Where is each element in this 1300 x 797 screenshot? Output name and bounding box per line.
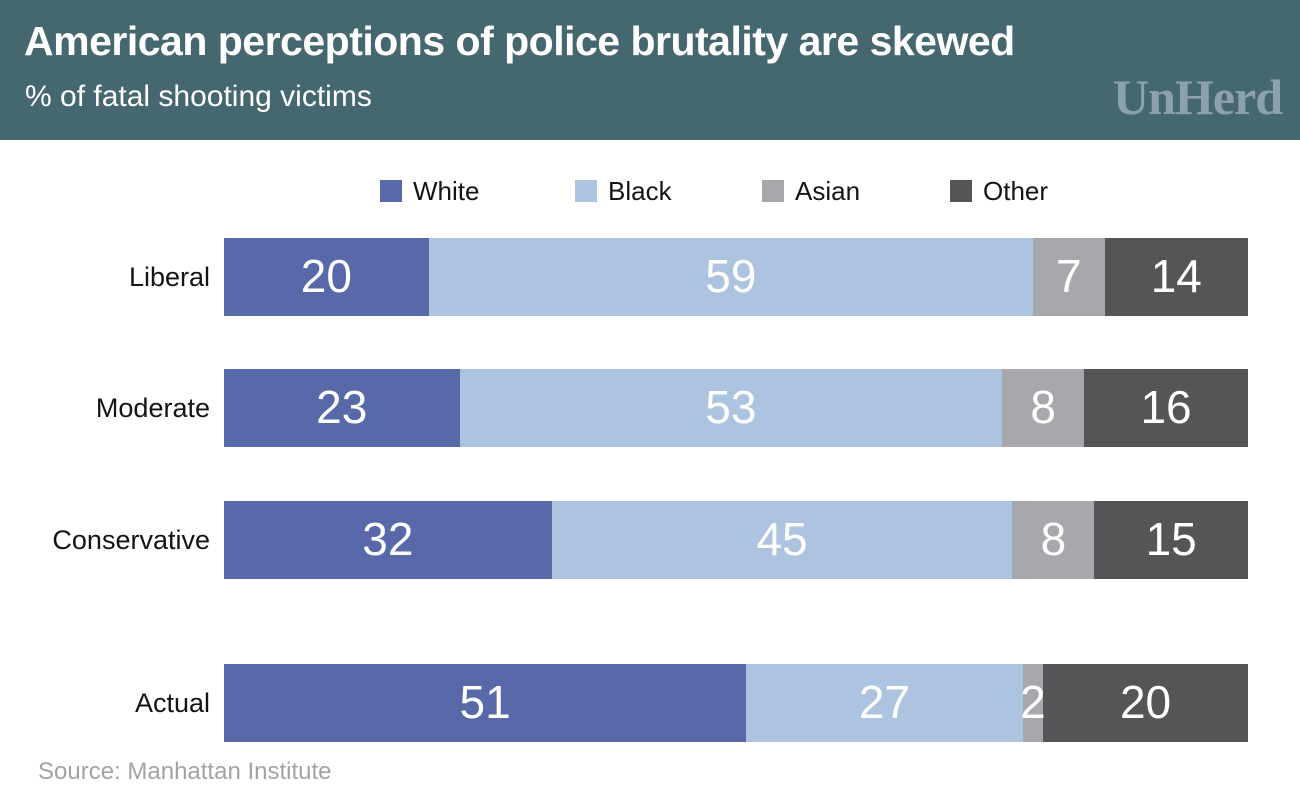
bar-segment-asian: 8 <box>1002 369 1085 447</box>
segment-value: 14 <box>1150 250 1202 303</box>
chart-legend: White Black Asian Other <box>0 178 1300 208</box>
source-attribution: Source: Manhattan Institute <box>38 758 332 785</box>
unherd-logo: UnHerd <box>1113 69 1283 125</box>
bar-segment-other: 14 <box>1104 238 1248 316</box>
bar-segment-black: 53 <box>459 369 1003 447</box>
bar-segment-asian: 2 <box>1020 664 1046 742</box>
segment-value: 59 <box>705 250 757 303</box>
bar-segment-black: 45 <box>551 501 1013 579</box>
segment-value: 8 <box>1040 513 1067 566</box>
bar-segment-other: 20 <box>1043 664 1248 742</box>
bar-segment-other: 16 <box>1084 369 1248 447</box>
bar-segment-white: 32 <box>224 501 552 579</box>
segment-value: 45 <box>756 513 808 566</box>
chart-title: American perceptions of police brutality… <box>24 18 1015 64</box>
bar-segment-asian: 8 <box>1012 501 1095 579</box>
chart-header: American perceptions of police brutality… <box>0 0 1300 140</box>
stacked-bar: 51 27 2 20 <box>224 664 1248 742</box>
legend-item-white: White <box>380 178 479 204</box>
segment-value: 16 <box>1140 381 1192 434</box>
segment-value: 15 <box>1145 513 1197 566</box>
legend-swatch-asian <box>762 180 784 202</box>
bar-segment-black: 27 <box>746 664 1023 742</box>
category-label: Liberal <box>128 261 210 292</box>
bar-row-moderate: Moderate 23 53 8 16 <box>0 369 1300 447</box>
bar-segment-other: 15 <box>1094 501 1248 579</box>
legend-swatch-black <box>575 180 597 202</box>
segment-value: 32 <box>362 513 414 566</box>
segment-value: 20 <box>300 250 352 303</box>
segment-value: 23 <box>316 381 368 434</box>
segment-value: 7 <box>1055 250 1082 303</box>
bar-segment-white: 20 <box>224 238 429 316</box>
legend-label: Black <box>608 176 672 206</box>
bar-row-conservative: Conservative 32 45 8 15 <box>0 501 1300 579</box>
segment-value: 20 <box>1119 676 1172 729</box>
legend-swatch-white <box>380 180 402 202</box>
legend-swatch-other <box>950 180 972 202</box>
legend-label: White <box>413 176 480 206</box>
bar-segment-white: 23 <box>224 369 460 447</box>
chart-subtitle: % of fatal shooting victims <box>25 80 372 113</box>
segment-value: 8 <box>1030 381 1056 434</box>
bar-row-liberal: Liberal 20 59 7 14 <box>0 238 1300 316</box>
stacked-bar: 20 59 7 14 <box>224 238 1248 316</box>
stacked-bar: 32 45 8 15 <box>224 501 1248 579</box>
category-label: Actual <box>134 687 210 718</box>
legend-item-black: Black <box>575 178 672 204</box>
bar-segment-white: 51 <box>224 664 747 742</box>
segment-value: 53 <box>705 381 757 434</box>
legend-item-other: Other <box>950 178 1048 204</box>
legend-label: Other <box>983 176 1049 206</box>
segment-value: 51 <box>459 676 511 729</box>
stacked-bar: 23 53 8 16 <box>224 369 1248 447</box>
category-label: Conservative <box>52 524 210 555</box>
legend-label: Asian <box>795 176 861 206</box>
bar-segment-black: 59 <box>428 238 1033 316</box>
bar-segment-asian: 7 <box>1032 238 1105 316</box>
segment-value: 27 <box>858 676 911 729</box>
segment-value: 2 <box>1020 676 1046 729</box>
bar-row-actual: Actual 51 27 2 20 <box>0 664 1300 742</box>
category-label: Moderate <box>95 392 210 423</box>
legend-item-asian: Asian <box>762 178 860 204</box>
